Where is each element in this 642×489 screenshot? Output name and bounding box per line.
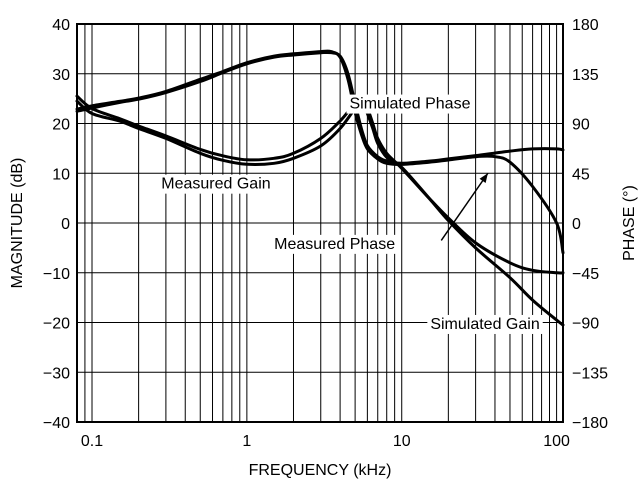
measured-gain-label-background xyxy=(158,174,274,194)
y-tick-label: 40 xyxy=(52,17,70,34)
measured-phase-label: Measured Phase xyxy=(274,236,395,253)
measured-phase-arrow xyxy=(440,172,489,241)
simulated-phase-label-group: Simulated Phase xyxy=(346,94,474,114)
y-tick-label: −20 xyxy=(43,316,70,333)
y-tick-label: −40 xyxy=(43,415,70,432)
x-tick-label: 0.1 xyxy=(81,433,103,450)
y2-tick-label: −45 xyxy=(572,266,599,283)
simulated-phase-label: Simulated Phase xyxy=(350,96,471,113)
simulated-gain-line xyxy=(75,94,565,327)
y-tick-label: −10 xyxy=(43,266,70,283)
y2-tick-label: 180 xyxy=(572,17,599,34)
x-axis-title: FREQUENCY (kHz) xyxy=(249,462,392,479)
series-lines xyxy=(75,49,565,327)
y2-tick-label: −135 xyxy=(572,365,608,382)
y2-axis-title: PHASE (°) xyxy=(621,185,638,261)
x-tick-label: 100 xyxy=(543,433,570,450)
x-tick-label: 1 xyxy=(242,433,251,450)
y2-tick-label: −90 xyxy=(572,316,599,333)
simulated-phase-label-background xyxy=(346,94,474,114)
x-tick-label: 10 xyxy=(393,433,411,450)
annotations: Simulated Phase Measured Gain Measured Pha… xyxy=(158,94,543,334)
y-axis-title: MAGNITUDE (dB) xyxy=(9,158,26,289)
y-tick-label: −30 xyxy=(43,365,70,382)
y-tick-label: 20 xyxy=(52,117,70,134)
measured-gain-label: Measured Gain xyxy=(161,176,270,193)
y2-tick-label: −180 xyxy=(572,415,608,432)
measured-phase-arrowhead xyxy=(479,173,488,183)
measured-phase-label-group: Measured Phase xyxy=(271,234,399,254)
y-tick-label: 10 xyxy=(52,166,70,183)
simulated-phase-line xyxy=(75,50,565,165)
grid xyxy=(77,23,563,423)
y-tick-label: 0 xyxy=(61,216,70,233)
simulated-gain-label: Simulated Gain xyxy=(430,316,539,333)
plot-frame xyxy=(76,23,564,423)
simulated-gain-label-group: Simulated Gain xyxy=(427,314,543,334)
measured-phase-label-background xyxy=(271,234,399,254)
measured-gain-label-group: Measured Gain xyxy=(158,174,274,194)
tick-labels: 0.1 1 10 100403020100−10−20−30−401801359045… xyxy=(43,17,608,450)
simulated-gain-label-background xyxy=(427,314,543,334)
y-tick-label: 30 xyxy=(52,67,70,84)
y2-tick-label: 135 xyxy=(572,67,599,84)
y2-tick-label: 0 xyxy=(572,216,581,233)
y2-tick-label: 90 xyxy=(572,117,590,134)
y2-tick-label: 45 xyxy=(572,166,590,183)
